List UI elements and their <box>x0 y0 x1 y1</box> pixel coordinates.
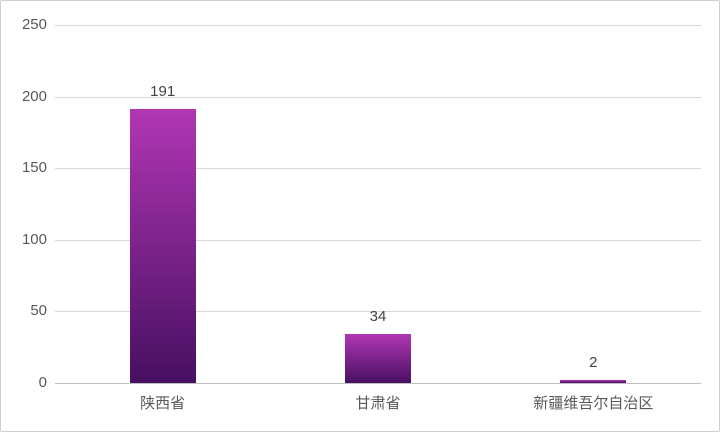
y-tick-label: 100 <box>21 230 47 248</box>
bar-value-label: 2 <box>589 354 598 372</box>
x-axis-line <box>55 383 701 384</box>
bar <box>345 334 411 383</box>
y-tick-label: 200 <box>21 87 47 105</box>
y-tick-label: 0 <box>38 374 47 391</box>
bar <box>129 109 196 383</box>
bar <box>560 380 627 383</box>
gridline <box>55 25 701 26</box>
bar-value-label: 34 <box>369 308 387 326</box>
bar-value-label: 191 <box>150 83 176 101</box>
y-tick-label: 150 <box>21 159 47 177</box>
x-category-label: 新疆维吾尔自治区 <box>533 395 654 412</box>
y-tick-label: 50 <box>30 302 47 320</box>
y-tick-label: 250 <box>21 16 47 33</box>
x-category-label: 陕西省 <box>140 395 186 412</box>
x-category-label: 甘肃省 <box>355 395 401 412</box>
